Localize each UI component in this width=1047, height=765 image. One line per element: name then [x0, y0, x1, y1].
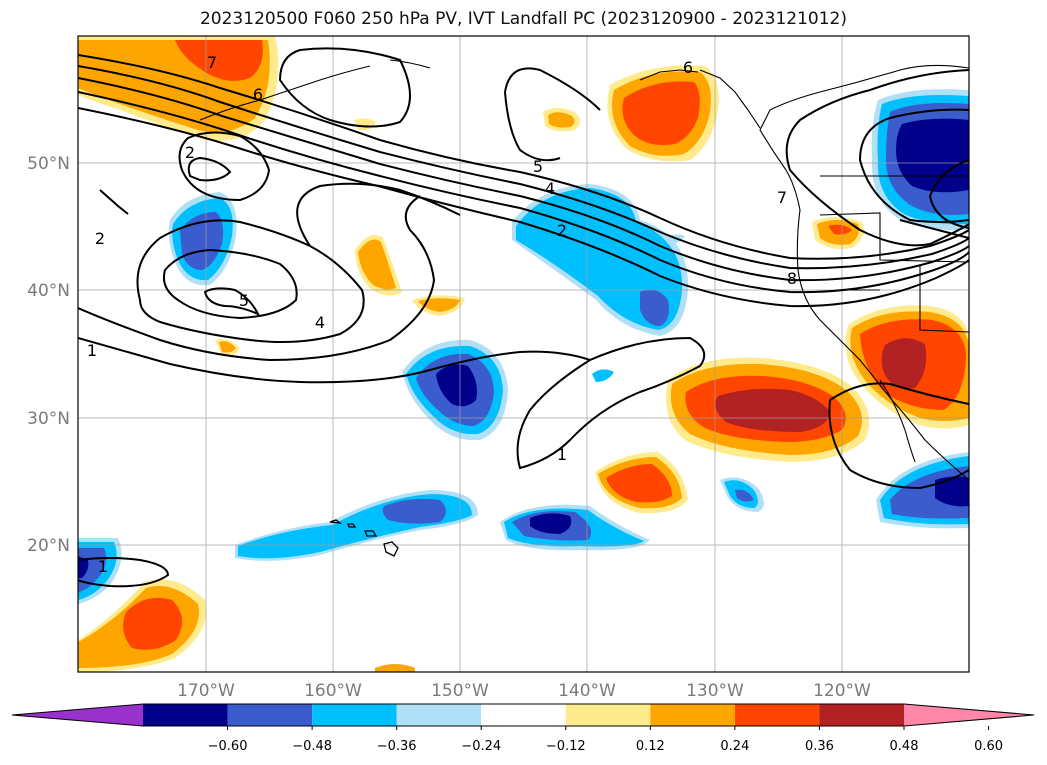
lat-tick-labels: 20°N 30°N 40°N 50°N: [27, 154, 70, 556]
colorbar-segment: [396, 704, 482, 726]
contour-label: 5: [239, 291, 249, 310]
lat-tick-40: 40°N: [27, 281, 70, 301]
lat-tick-20: 20°N: [27, 536, 70, 556]
contour-label: 4: [545, 179, 555, 198]
negative-anomaly-pacific-northwest: [871, 89, 969, 231]
lon-tick-170w: 170°W: [177, 681, 235, 701]
gridlines: [78, 36, 969, 672]
colorbar-segment: [12, 704, 143, 726]
negative-anomaly-mid-pacific: [512, 184, 689, 336]
hawaii-islands: [329, 519, 399, 557]
colorbar-segment: [904, 704, 1034, 726]
contour-label: 2: [95, 229, 105, 248]
colorbar-segment: [481, 704, 566, 726]
colorbar-segment: [565, 704, 651, 726]
pv-anomaly-fill-layer: [78, 36, 969, 672]
coastlines: [199, 59, 969, 481]
contour-label: 1: [98, 557, 108, 576]
contour-label: 2: [185, 143, 195, 162]
contour-label: 4: [315, 313, 325, 332]
colorbar-tick-label: 0.24: [720, 739, 749, 754]
colorbar-segment: [143, 704, 228, 726]
colorbar-segment: [312, 704, 397, 726]
lon-tick-160w: 160°W: [304, 681, 362, 701]
lon-tick-120w: 120°W: [813, 681, 871, 701]
lon-tick-140w: 140°W: [558, 681, 616, 701]
positive-anomaly-gulf-of-alaska: [607, 65, 719, 162]
contour-label: 7: [777, 188, 787, 207]
positive-anomaly-california: [845, 305, 969, 429]
colorbar-tick-label: 0.36: [805, 739, 834, 754]
lon-tick-130w: 130°W: [686, 681, 744, 701]
lat-tick-30: 30°N: [27, 409, 70, 429]
contour-label: 6: [253, 85, 263, 104]
contour-label: 1: [87, 341, 97, 360]
colorbar-segment: [734, 704, 820, 726]
lon-tick-150w: 150°W: [431, 681, 489, 701]
negative-anomaly-mexico: [876, 452, 969, 529]
negative-anomaly-central: [402, 339, 508, 441]
contour-label: 2: [557, 221, 567, 240]
lat-tick-50: 50°N: [27, 154, 70, 174]
contour-label: 5: [533, 157, 543, 176]
colorbar-tick-label: −0.36: [377, 739, 417, 754]
colorbar-segment: [819, 704, 904, 726]
positive-anomaly-subtropical-east: [666, 357, 870, 462]
colorbar: −0.60 −0.48 −0.36 −0.24 −0.12 0.12 0.24 0.36 0.4…: [11, 703, 1035, 754]
colorbar-tick-label: 0.12: [636, 739, 665, 754]
colorbar-tick-label: 0.48: [890, 739, 919, 754]
colorbar-segment: [227, 704, 313, 726]
lon-tick-labels: 170°W 160°W 150°W 140°W 130°W 120°W: [177, 681, 871, 701]
positive-anomaly-southwest: [78, 579, 207, 672]
figure-title: 2023120500 F060 250 hPa PV, IVT Landfall…: [199, 9, 847, 29]
map-frame: [77, 35, 970, 673]
colorbar-tick-label: −0.24: [461, 739, 501, 754]
colorbar-tick-label: 0.60: [974, 739, 1003, 754]
colorbar-tick-label: −0.48: [292, 739, 332, 754]
negative-anomaly-dateline: [168, 192, 237, 286]
colorbar-outline: [11, 703, 1035, 727]
contour-label: 6: [683, 58, 693, 77]
colorbar-segment: [650, 704, 735, 726]
negative-anomaly-20n-west: [500, 504, 650, 551]
contour-label: 7: [207, 53, 217, 72]
colorbar-tick-label: −0.60: [208, 739, 248, 754]
contour-label: 8: [787, 269, 797, 288]
contour-label: 1: [557, 445, 567, 464]
colorbar-tick-label: −0.12: [546, 739, 586, 754]
pv-contours: [78, 47, 969, 588]
